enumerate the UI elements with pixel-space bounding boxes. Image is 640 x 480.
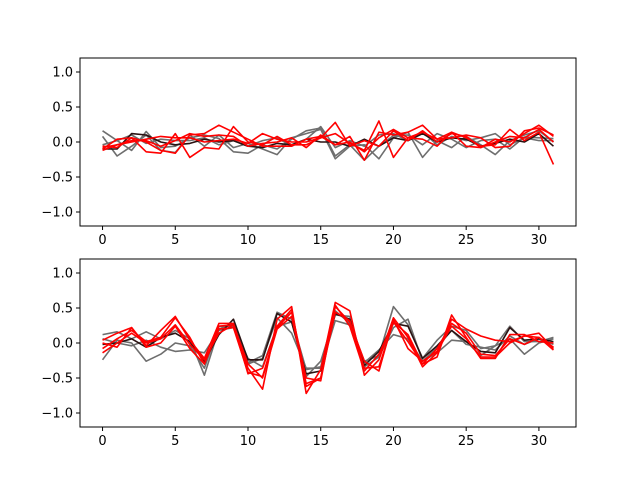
x-tick-label: 0 bbox=[98, 233, 106, 248]
series-line-gray-2 bbox=[102, 125, 554, 149]
x-tick-label: 20 bbox=[385, 434, 402, 449]
x-tick-label: 10 bbox=[240, 434, 257, 449]
bottom-chart: 0 5 10 15 20 25 30 −1.0 −0.5 0.0 0.5 1.0 bbox=[41, 258, 577, 449]
series-line-red-6 bbox=[102, 124, 554, 161]
x-tick-label: 5 bbox=[171, 434, 179, 449]
series-lines bbox=[101, 120, 555, 165]
x-tick-label: 15 bbox=[312, 233, 329, 248]
x-tick-label: 5 bbox=[171, 233, 179, 248]
y-tick-label: 1.0 bbox=[52, 267, 73, 282]
series-line-red-7 bbox=[102, 305, 554, 382]
y-tick-label: −1.0 bbox=[41, 407, 73, 422]
y-tick-label: −1.0 bbox=[41, 206, 73, 221]
y-tick-label: 0.5 bbox=[52, 302, 73, 317]
x-tick-label: 30 bbox=[531, 434, 548, 449]
y-tick-label: −0.5 bbox=[41, 171, 73, 186]
x-tick-label: 30 bbox=[531, 233, 548, 248]
x-tick-label: 0 bbox=[98, 434, 106, 449]
x-tick-label: 25 bbox=[458, 434, 475, 449]
y-tick-label: 0.5 bbox=[52, 101, 73, 116]
x-tick-label: 15 bbox=[312, 434, 329, 449]
series-line-red-7 bbox=[102, 121, 554, 149]
y-tick-label: 0.0 bbox=[52, 136, 73, 151]
y-tick-label: −0.5 bbox=[41, 372, 73, 387]
top-chart: 0 5 10 15 20 25 30 −1.0 −0.5 0.0 0.5 1.0 bbox=[41, 57, 577, 248]
y-tick-label: 1.0 bbox=[52, 66, 73, 81]
x-tick-label: 20 bbox=[385, 233, 402, 248]
series-lines bbox=[101, 301, 555, 395]
x-tick-label: 10 bbox=[240, 233, 257, 248]
x-tick-label: 25 bbox=[458, 233, 475, 248]
y-tick-label: 0.0 bbox=[52, 337, 73, 352]
